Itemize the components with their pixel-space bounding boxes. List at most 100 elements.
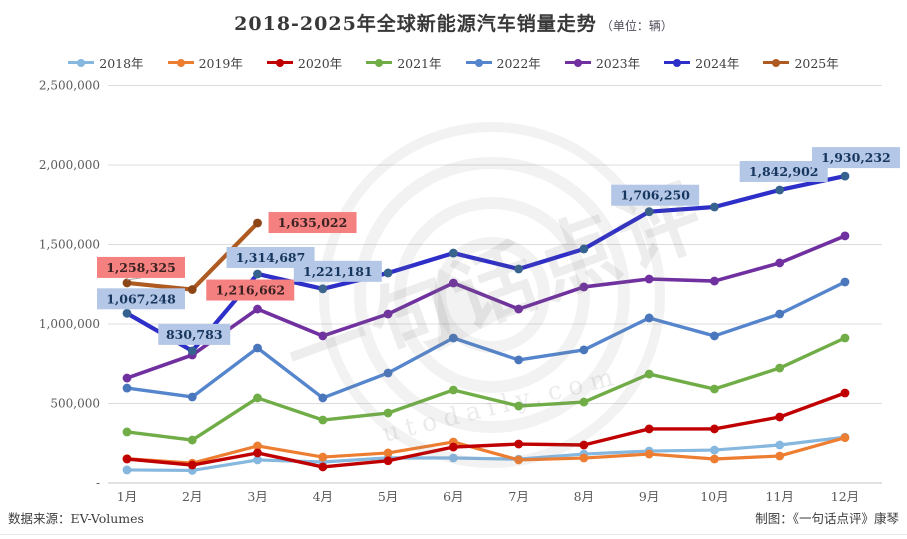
data-label-box: [293, 260, 382, 282]
data-point: [840, 433, 850, 443]
data-labels: 1,258,325 1,067,248 830,783 1,216,662 1,314,…: [97, 147, 900, 345]
data-label-text: 1,635,022: [278, 215, 348, 230]
data-point: [448, 248, 458, 258]
title-row: 2018-2025年全球新能源汽车销量走势 （单位：辆）: [0, 9, 907, 36]
legend-line-dot-icon: [763, 58, 790, 67]
data-point: [579, 244, 589, 254]
data-point: [253, 343, 262, 353]
data-point: [514, 355, 524, 365]
data-label-text: 1,221,181: [303, 264, 373, 279]
legend-item-2021: 2021年: [366, 53, 442, 72]
data-point: [579, 397, 589, 407]
data-point: [514, 304, 524, 314]
data-point: [448, 385, 458, 395]
legend-item-2020: 2020年: [266, 53, 342, 72]
svg-text:8月: 8月: [574, 489, 594, 504]
data-point: [448, 333, 458, 343]
legend-line-dot-icon: [68, 58, 95, 67]
data-point: [253, 269, 262, 279]
data-point: [579, 440, 589, 450]
svg-text:11月: 11月: [765, 489, 793, 504]
data-point: [710, 331, 719, 341]
data-point: [710, 454, 719, 464]
data-point: [187, 460, 197, 470]
data-point: [644, 449, 654, 459]
svg-text:4月: 4月: [313, 489, 333, 504]
data-point: [710, 384, 719, 394]
data-point: [514, 401, 524, 411]
legend-label: 2021年: [397, 56, 442, 71]
series-line-2022: [122, 277, 850, 403]
data-point: [187, 285, 197, 294]
data-point: [122, 308, 132, 318]
data-point: [775, 451, 785, 461]
data-point: [187, 346, 197, 356]
data-point: [448, 278, 458, 288]
data-point: [187, 392, 197, 402]
svg-text:2月: 2月: [182, 489, 202, 504]
data-point: [122, 383, 132, 393]
svg-text:3月: 3月: [247, 489, 267, 504]
legend-item-2019: 2019年: [167, 53, 243, 72]
data-label-text: 1,216,662: [215, 283, 285, 298]
legend-label: 2018年: [99, 56, 144, 71]
chart-legend: 2018年 2019年 2020年 2021年 2022年 2023年 2024年 2025年: [0, 53, 907, 72]
data-point: [710, 276, 719, 286]
data-point: [840, 388, 850, 398]
data-label-text: 1,067,248: [106, 291, 176, 306]
data-point: [253, 448, 262, 458]
svg-text:5月: 5月: [378, 489, 398, 504]
data-point: [644, 424, 654, 434]
svg-text:10月: 10月: [700, 489, 728, 504]
data-point: [122, 465, 132, 475]
svg-text:2,500,000: 2,500,000: [39, 79, 100, 93]
data-point: [644, 207, 654, 217]
data-point: [775, 185, 785, 195]
data-point: [253, 441, 262, 451]
legend-item-2023: 2023年: [564, 53, 640, 72]
data-point: [514, 264, 524, 274]
data-label-box: [226, 246, 315, 268]
svg-text:500,000: 500,000: [50, 397, 100, 411]
data-point: [253, 304, 262, 314]
series-line-2021: [122, 333, 850, 445]
legend-item-2025: 2025年: [763, 53, 839, 72]
data-point: [318, 284, 328, 294]
data-label-box: [739, 160, 828, 182]
data-label-box: [611, 184, 700, 206]
legend-line-dot-icon: [366, 58, 393, 67]
data-point: [318, 462, 328, 472]
data-label-text: 1,706,250: [620, 188, 690, 203]
data-label-box: [811, 147, 900, 169]
chart-footer: 数据来源：EV-Volumes 制图：《一句话点评》康琴: [8, 508, 899, 527]
page-title-unit: （单位：辆）: [600, 19, 673, 33]
svg-text:12月: 12月: [831, 489, 859, 504]
data-label-box: [268, 212, 357, 234]
legend-label: 2025年: [794, 56, 839, 71]
series-line-2023: [122, 231, 850, 383]
data-point: [383, 268, 393, 278]
bottom-divider: [0, 534, 907, 535]
data-point: [318, 393, 328, 403]
legend-item-2018: 2018年: [68, 53, 144, 72]
data-point: [775, 363, 785, 373]
data-label-text: 830,783: [166, 327, 223, 342]
data-point: [710, 445, 719, 455]
series-line-2025: [122, 218, 262, 294]
data-point: [775, 309, 785, 319]
y-axis-labels: - 500,000 1,000,000 1,500,000 2,000,000 2,500…: [39, 79, 100, 491]
series-line-2020: [122, 388, 850, 472]
data-point: [318, 452, 328, 462]
svg-text:6月: 6月: [443, 489, 463, 504]
data-point: [383, 368, 393, 378]
data-point: [448, 442, 458, 452]
x-axis-labels: 1月 2月 3月 4月 5月 6月 7月 8月 9月 10月 11月 12月: [117, 489, 859, 504]
svg-text:1,000,000: 1,000,000: [39, 317, 100, 331]
data-point: [579, 282, 589, 292]
data-point: [122, 278, 132, 288]
page-title: 2018-2025年全球新能源汽车销量走势: [234, 13, 597, 35]
data-source-text: 数据来源：EV-Volumes: [8, 511, 144, 526]
data-point: [383, 408, 393, 418]
data-label-box: [206, 279, 295, 301]
